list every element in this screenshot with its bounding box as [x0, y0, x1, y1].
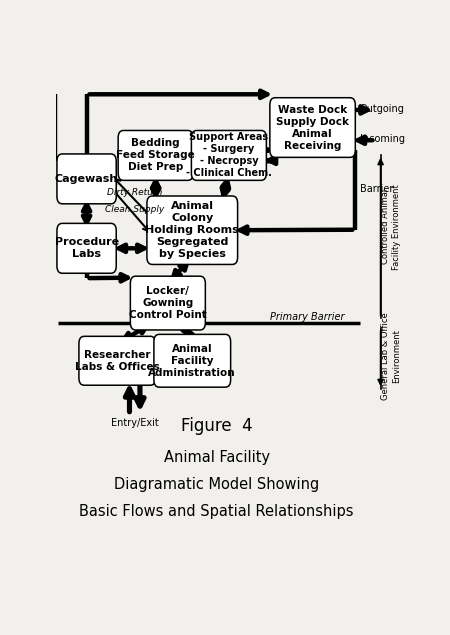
Text: Support Areas
- Surgery
- Necropsy
- Clinical Chem.: Support Areas - Surgery - Necropsy - Cli… — [186, 133, 272, 178]
FancyBboxPatch shape — [130, 276, 205, 330]
Text: Locker/
Gowning
Control Point: Locker/ Gowning Control Point — [129, 286, 207, 320]
Text: Waste Dock
Supply Dock
Animal
Receiving: Waste Dock Supply Dock Animal Receiving — [276, 105, 349, 150]
FancyBboxPatch shape — [57, 154, 116, 204]
Text: Outgoing: Outgoing — [360, 104, 405, 114]
Text: General Lab & Office
Environment: General Lab & Office Environment — [381, 312, 401, 400]
Text: Bedding
Feed Storage
Diet Prep: Bedding Feed Storage Diet Prep — [116, 138, 195, 173]
Text: Clean Supply: Clean Supply — [105, 204, 164, 214]
Text: Entry/Exit: Entry/Exit — [111, 418, 158, 429]
FancyBboxPatch shape — [191, 130, 266, 180]
Text: Animal
Facility
Administration: Animal Facility Administration — [148, 344, 236, 378]
Text: Basic Flows and Spatial Relationships: Basic Flows and Spatial Relationships — [80, 504, 354, 519]
Text: Dirty Return: Dirty Return — [107, 188, 162, 197]
Text: Diagramatic Model Showing: Diagramatic Model Showing — [114, 477, 320, 492]
FancyBboxPatch shape — [154, 335, 230, 387]
FancyBboxPatch shape — [147, 196, 238, 264]
Text: Primary Barrier: Primary Barrier — [270, 312, 345, 322]
FancyBboxPatch shape — [57, 224, 116, 273]
FancyBboxPatch shape — [270, 98, 356, 157]
Text: Procedure
Labs: Procedure Labs — [54, 237, 119, 259]
Text: Figure  4: Figure 4 — [181, 417, 252, 435]
Text: Animal
Colony
Holding Rooms
Segregated
by Species: Animal Colony Holding Rooms Segregated b… — [145, 201, 239, 259]
FancyBboxPatch shape — [79, 337, 156, 385]
FancyBboxPatch shape — [118, 130, 193, 180]
Text: Controlled Animal
Facility Environment: Controlled Animal Facility Environment — [381, 184, 401, 270]
Text: Cagewash: Cagewash — [55, 174, 118, 184]
Text: Barrier: Barrier — [360, 184, 393, 194]
Text: Researcher
Labs & Offices: Researcher Labs & Offices — [75, 350, 160, 371]
Text: Incoming: Incoming — [360, 134, 405, 144]
Text: Animal Facility: Animal Facility — [164, 450, 270, 465]
